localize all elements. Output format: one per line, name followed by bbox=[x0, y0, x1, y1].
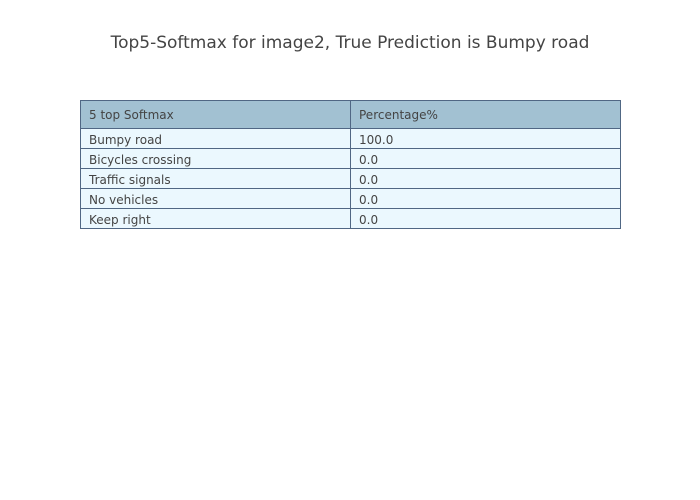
table-cell-class: No vehicles bbox=[80, 188, 351, 209]
table-cell-percentage: 0.0 bbox=[350, 188, 621, 209]
column-header: Percentage% bbox=[350, 100, 621, 129]
column-header: 5 top Softmax bbox=[80, 100, 351, 129]
table-row: Keep right 0.0 bbox=[80, 208, 621, 229]
table-cell-class: Traffic signals bbox=[80, 168, 351, 189]
table-cell-class: Bicycles crossing bbox=[80, 148, 351, 169]
table-cell-percentage: 100.0 bbox=[350, 128, 621, 149]
table-cell-percentage: 0.0 bbox=[350, 168, 621, 189]
table-row: Bumpy road 100.0 bbox=[80, 128, 621, 149]
table-row: No vehicles 0.0 bbox=[80, 188, 621, 209]
table-header-row: 5 top Softmax Percentage% bbox=[80, 100, 621, 129]
table-cell-percentage: 0.0 bbox=[350, 148, 621, 169]
table-cell-class: Bumpy road bbox=[80, 128, 351, 149]
table-cell-class: Keep right bbox=[80, 208, 351, 229]
softmax-table: 5 top Softmax Percentage% Bumpy road 100… bbox=[80, 100, 621, 229]
table-row: Bicycles crossing 0.0 bbox=[80, 148, 621, 169]
table-cell-percentage: 0.0 bbox=[350, 208, 621, 229]
table-row: Traffic signals 0.0 bbox=[80, 168, 621, 189]
chart-title: Top5-Softmax for image2, True Prediction… bbox=[110, 33, 590, 53]
